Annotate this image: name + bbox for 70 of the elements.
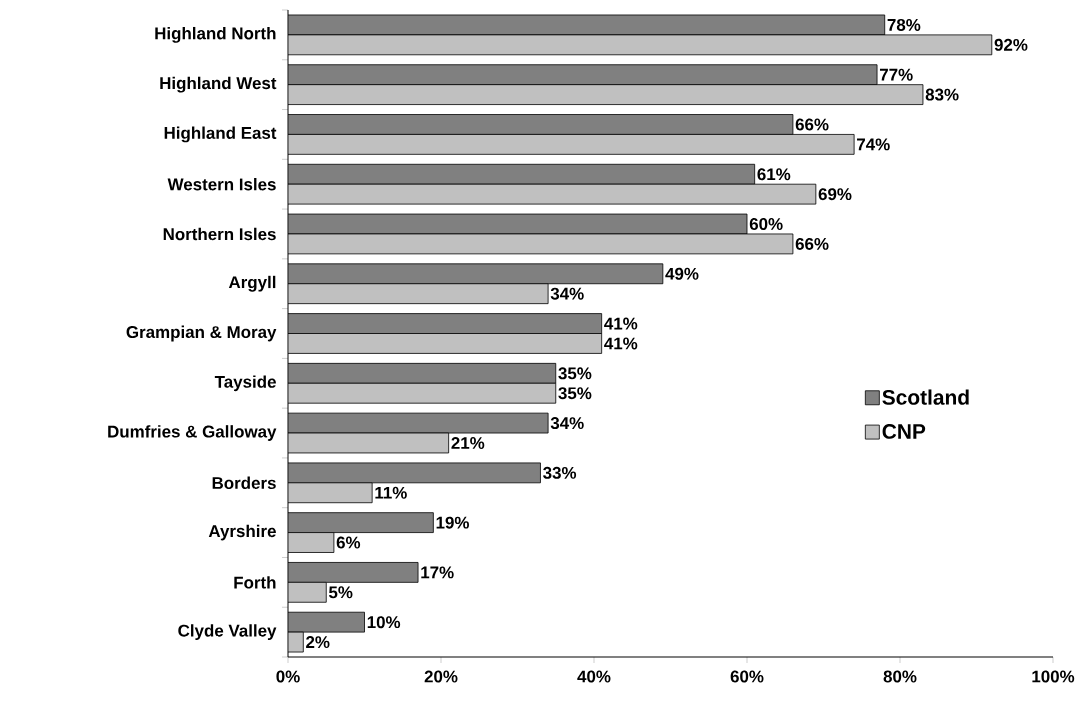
data-label: 92%: [994, 38, 1028, 51]
data-label: 19%: [436, 516, 469, 529]
data-label: 66%: [795, 118, 829, 131]
data-label: 5%: [328, 586, 353, 599]
data-label: 11%: [375, 486, 407, 499]
bar: [288, 233, 794, 255]
bar: [288, 532, 335, 553]
bar: [288, 412, 549, 434]
y-tick-label: Highland North: [155, 26, 276, 43]
data-label: 2%: [306, 636, 330, 649]
data-label: 34%: [550, 417, 584, 430]
bar: [288, 362, 557, 384]
bar: [288, 64, 878, 86]
x-tick-label: 0%: [276, 670, 300, 683]
bar: [288, 84, 924, 105]
y-tick-label: Ayrshire: [208, 524, 276, 541]
bar: [288, 283, 549, 305]
bar: [288, 462, 541, 484]
bar: [288, 581, 327, 603]
data-label: 10%: [367, 616, 401, 629]
data-label: 35%: [558, 387, 592, 400]
data-label: 6%: [336, 536, 361, 549]
data-label: 49%: [665, 267, 699, 280]
data-label: 60%: [749, 218, 783, 231]
x-tick-label: 100%: [1032, 670, 1075, 683]
x-tick-label: 20%: [424, 670, 458, 683]
data-label: 33%: [543, 466, 577, 479]
bar: [288, 512, 434, 533]
bar: [288, 34, 993, 56]
x-tick-label: 60%: [730, 670, 764, 683]
bar: [288, 213, 748, 235]
bar: [288, 134, 855, 155]
bar: [288, 114, 794, 135]
data-label: 61%: [757, 168, 791, 181]
bar: [288, 482, 373, 504]
bar: [288, 313, 603, 334]
data-label: 41%: [604, 317, 638, 330]
data-label: 21%: [451, 437, 485, 449]
y-tick-label: Highland West: [160, 76, 277, 93]
bar: [288, 333, 603, 354]
data-label: 35%: [558, 367, 592, 380]
y-tick-label: Tayside: [214, 375, 276, 392]
legend-label: Scotland: [882, 389, 969, 405]
data-label: 66%: [795, 237, 829, 250]
x-tick-label: 40%: [577, 670, 611, 683]
data-label: 17%: [421, 566, 454, 579]
y-tick-label: Argyll: [228, 275, 276, 292]
legend-label: CNP: [882, 424, 926, 439]
bar: [288, 382, 557, 404]
bar: [288, 183, 817, 205]
data-label: 74%: [857, 138, 890, 151]
y-tick-label: Dumfries & Galloway: [108, 425, 277, 441]
y-tick-label: Clyde Valley: [178, 624, 277, 641]
data-label: 77%: [879, 68, 913, 81]
data-label: 34%: [550, 287, 584, 300]
y-tick-label: Western Isles: [167, 177, 276, 191]
bar: [288, 14, 886, 36]
bar: [288, 163, 756, 185]
bar: [288, 263, 664, 285]
data-label: 78%: [887, 18, 921, 31]
y-tick-label: Forth: [234, 576, 276, 589]
y-tick-label: Grampian & Moray: [126, 325, 277, 342]
data-label: 69%: [818, 188, 852, 201]
x-tick-label: 80%: [883, 670, 917, 683]
bar: [288, 562, 419, 583]
y-tick-label: Northern Isles: [163, 227, 276, 241]
y-tick-label: Highland East: [164, 126, 277, 143]
data-label: 41%: [604, 337, 638, 350]
y-tick-label: Borders: [212, 476, 276, 490]
data-label: 83%: [925, 88, 959, 101]
